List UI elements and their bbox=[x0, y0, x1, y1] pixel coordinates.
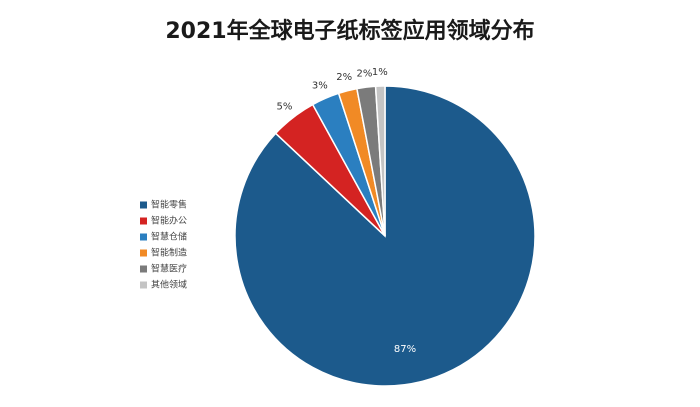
data-label: 1% bbox=[372, 67, 388, 78]
legend-swatch bbox=[140, 265, 147, 273]
pie-slice bbox=[234, 85, 536, 387]
legend-swatch bbox=[140, 249, 147, 257]
data-label: 87% bbox=[394, 344, 416, 355]
legend-label: 其他领域 bbox=[151, 279, 187, 291]
legend-swatch bbox=[140, 201, 147, 209]
data-label: 2% bbox=[357, 68, 373, 79]
legend-label: 智慧医疗 bbox=[151, 263, 187, 275]
legend-swatch bbox=[140, 233, 147, 241]
legend-label: 智慧仓储 bbox=[151, 231, 187, 243]
legend-swatch bbox=[140, 217, 147, 225]
data-label: 5% bbox=[277, 101, 293, 112]
data-label: 2% bbox=[336, 72, 352, 83]
legend-label: 智能制造 bbox=[151, 247, 187, 259]
legend-swatch bbox=[140, 281, 147, 289]
legend-label: 智能零售 bbox=[151, 199, 187, 211]
chart-title: 2021年全球电子纸标签应用领域分布 bbox=[165, 18, 534, 44]
pie-slice bbox=[374, 85, 386, 237]
data-label: 3% bbox=[312, 80, 328, 91]
legend-label: 智能办公 bbox=[151, 215, 187, 227]
